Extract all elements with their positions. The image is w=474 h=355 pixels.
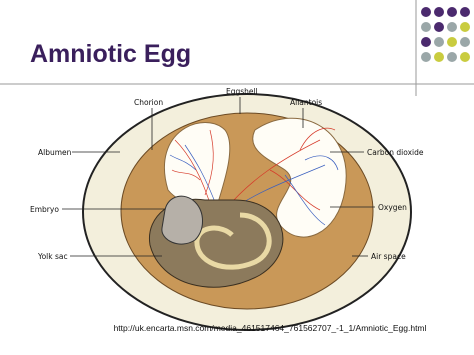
label: Eggshell <box>226 87 258 96</box>
dot <box>447 22 457 32</box>
title: Amniotic Egg <box>30 40 191 68</box>
label: Air space <box>371 252 406 261</box>
dot <box>421 37 431 47</box>
dot <box>447 52 457 62</box>
dot <box>460 52 470 62</box>
label: Allantois <box>290 98 322 107</box>
label: Albumen <box>38 148 72 157</box>
dot <box>434 7 444 17</box>
label: Embryo <box>30 205 59 214</box>
label: Chorion <box>134 98 163 107</box>
dot <box>421 52 431 62</box>
leader-lines <box>62 97 375 257</box>
egg-diagram <box>82 93 412 331</box>
label: Yolk sac <box>37 252 68 261</box>
dot <box>434 52 444 62</box>
dot <box>421 7 431 17</box>
dot <box>421 22 431 32</box>
embryo <box>161 195 203 245</box>
dot <box>447 7 457 17</box>
spiral <box>194 212 272 270</box>
dot <box>434 37 444 47</box>
allantois <box>252 117 347 238</box>
decoration-dots <box>421 7 470 62</box>
dot <box>460 37 470 47</box>
labels: Eggshell Chorion Allantois Albumen Carbo… <box>30 87 424 261</box>
dot <box>460 7 470 17</box>
dot <box>447 37 457 47</box>
dot <box>434 22 444 32</box>
source-caption: http://uk.encarta.msn.com/media_46151746… <box>114 323 427 333</box>
label: Carbon dioxide <box>367 148 424 157</box>
label: Oxygen <box>378 203 407 212</box>
dot <box>460 22 470 32</box>
